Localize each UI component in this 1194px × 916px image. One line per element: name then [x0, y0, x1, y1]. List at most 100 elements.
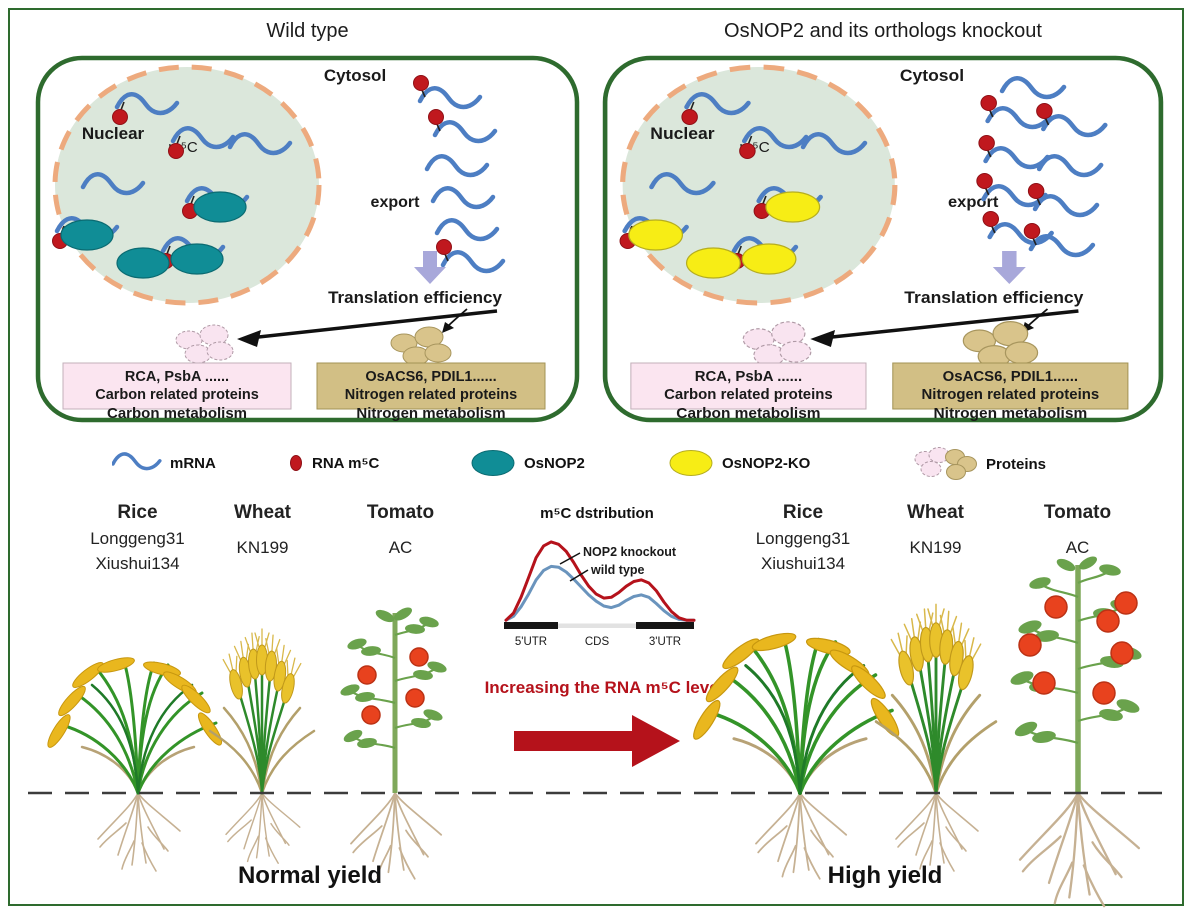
- legend-proteins: Proteins: [912, 446, 1046, 482]
- legend-proteins-label: Proteins: [986, 455, 1047, 473]
- carbon-box-line1: RCA, PsbA ......: [695, 369, 802, 385]
- tick-3utr: 3'UTR: [649, 636, 681, 648]
- osnop2-oval-icon: [116, 247, 170, 279]
- carbon-box-line1: RCA, PsbA ......: [125, 369, 229, 385]
- rice-plant-right: [689, 630, 902, 880]
- legend-osnop2: OsNOP2: [470, 449, 585, 477]
- tick-cds: CDS: [585, 636, 610, 648]
- mrna-icon: [112, 452, 162, 471]
- translation-down-arrow-icon: [992, 251, 1026, 284]
- carbon-box-line2: Carbon related proteins: [95, 387, 259, 403]
- cytosol-label: Cytosol: [900, 65, 964, 85]
- carbon-box-line2: Carbon related proteins: [664, 387, 833, 403]
- translation-down-arrow-icon: [414, 251, 446, 284]
- legend-osnop2-label: OsNOP2: [524, 454, 585, 472]
- panel-title-knockout: OsNOP2 and its orthologs knockout: [724, 20, 1042, 42]
- wheat-plant-left: [210, 629, 314, 864]
- nitrogen-protein-cluster: [962, 320, 1039, 368]
- protein-cluster-icon: [914, 447, 977, 480]
- crop-variety: KN199: [236, 538, 289, 557]
- cytosol-mrnas: [977, 78, 1105, 255]
- mrna-icon: [1039, 156, 1101, 175]
- translation-efficiency-label: Translation efficiency: [904, 287, 1083, 307]
- mrna-m5c-icon: [414, 76, 481, 107]
- osnop2-oval-icon: [170, 243, 224, 275]
- crop-variety: KN199: [909, 538, 962, 557]
- mrna-m5c-icon: [1024, 224, 1093, 255]
- crop-variety: Xiushui134: [95, 554, 180, 573]
- red-right-arrow-icon: [514, 715, 680, 767]
- mrna-m5c-icon: [437, 240, 504, 271]
- arrow-to-carbon-proteins: [248, 309, 498, 340]
- plants-scene: [28, 552, 1166, 908]
- wildtype-pointer-line: [569, 569, 589, 582]
- mrna-icon: [437, 220, 497, 239]
- crop-name: Tomato: [366, 502, 435, 523]
- nucleus: [620, 64, 898, 306]
- wheat-plant-right: [876, 604, 996, 872]
- carbon-caption: Carbon metabolism: [107, 405, 247, 422]
- nuclear-label: Nuclear: [82, 124, 145, 143]
- crop-name: Tomato: [1043, 502, 1112, 523]
- arrowhead-icon: [442, 322, 454, 333]
- cell-border: [602, 55, 1164, 423]
- legend-rna-m5c-label: RNA m⁵C: [312, 454, 380, 472]
- arrowhead-icon: [810, 330, 836, 347]
- figure-border: [8, 8, 1184, 906]
- crop-rice-right: Rice Longgeng31 Xiushui134: [718, 502, 888, 574]
- crop-name: Rice: [117, 502, 158, 523]
- axis-5utr-segment: [504, 622, 558, 629]
- crop-variety: Longgeng31: [755, 529, 851, 548]
- carbon-box: [62, 362, 292, 410]
- nitrogen-box-line2: Nitrogen related proteins: [922, 387, 1100, 403]
- mrna-icon: [427, 156, 487, 175]
- panel-wild-type: Cytosol Nuclear m⁵C export Translation: [35, 55, 580, 423]
- chart-curves: [504, 540, 696, 622]
- high-yield-label: High yield: [827, 862, 943, 889]
- nitrogen-caption: Nitrogen metabolism: [356, 405, 505, 422]
- crop-variety: Longgeng31: [90, 529, 185, 548]
- carbon-protein-cluster: [175, 324, 234, 364]
- increase-m5c-label: Increasing the RNA m⁵C level: [484, 678, 724, 697]
- mrna-m5c-icon: [429, 110, 496, 141]
- crop-name: Wheat: [907, 502, 964, 523]
- nitrogen-box-line2: Nitrogen related proteins: [345, 387, 517, 403]
- osnop2-ko-oval-icon: [628, 219, 684, 251]
- mrna-icon: [433, 188, 493, 207]
- crop-wheat-right: Wheat KN199: [868, 502, 1003, 558]
- legend-mrna-label: mRNA: [170, 454, 216, 472]
- crop-rice-left: Rice Longgeng31 Xiushui134: [55, 502, 220, 574]
- crop-tomato-right: Tomato AC: [1005, 502, 1150, 558]
- carbon-caption: Carbon metabolism: [676, 405, 820, 422]
- legend-rna-m5c: RNA m⁵C: [288, 452, 379, 474]
- osnop2-ko-oval-icon: [685, 247, 741, 279]
- arrow-to-carbon-proteins: [822, 309, 1079, 340]
- export-label: export: [948, 193, 999, 211]
- nucleus: [52, 64, 322, 306]
- normal-yield-label: Normal yield: [237, 862, 383, 889]
- legend-mrna: mRNA: [112, 452, 216, 474]
- nitrogen-box: [892, 362, 1129, 410]
- curve-nop2-knockout: [504, 540, 696, 622]
- knockout-pointer-line: [559, 552, 581, 565]
- nitrogen-box: [316, 362, 546, 410]
- nitrogen-protein-cluster: [390, 326, 452, 366]
- crop-variety: AC: [1065, 538, 1090, 557]
- crop-variety: AC: [388, 538, 413, 557]
- crop-wheat-left: Wheat KN199: [195, 502, 330, 558]
- mrna-icon: [1002, 78, 1064, 97]
- osnop2-ko-oval-icon: [669, 450, 713, 476]
- nitrogen-box-line1: OsACS6, PDIL1......: [943, 369, 1078, 385]
- panel-title-wild-type: Wild type: [266, 20, 349, 42]
- legend-osnop2-ko: OsNOP2-KO: [668, 449, 810, 477]
- axis-3utr-segment: [636, 622, 694, 629]
- osnop2-oval-icon: [193, 191, 247, 223]
- cytosol-label: Cytosol: [324, 66, 386, 85]
- axis-cds-segment: [558, 623, 636, 628]
- nuclear-label: Nuclear: [650, 123, 715, 143]
- series-label-knockout: NOP2 knockout: [583, 545, 677, 559]
- translation-efficiency-label: Translation efficiency: [328, 288, 502, 307]
- cytosol-mrnas: [414, 76, 504, 271]
- crop-variety: Xiushui134: [760, 554, 846, 573]
